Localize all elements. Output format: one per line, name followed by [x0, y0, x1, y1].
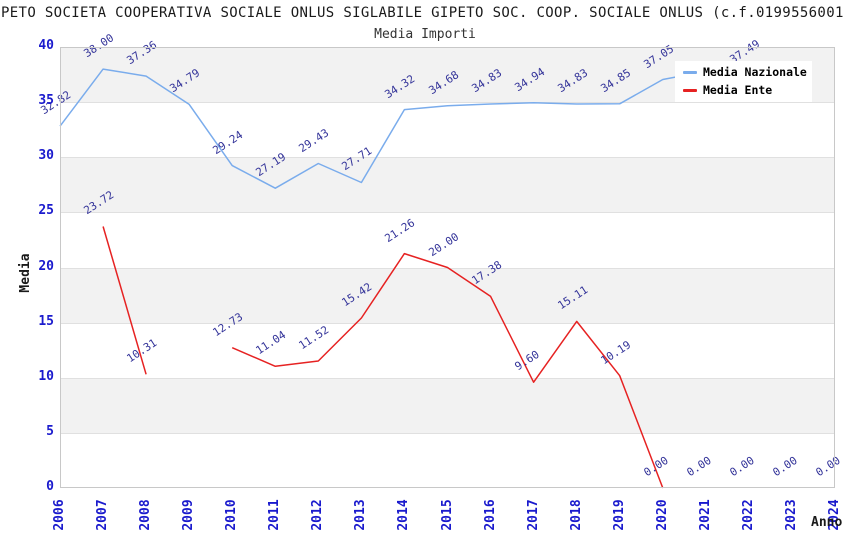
legend-item-label: Media Ente — [703, 83, 773, 97]
x-tick-label: 2022 — [740, 499, 756, 531]
y-tick-label: 15 — [38, 313, 54, 329]
x-tick-label: 2013 — [353, 499, 369, 531]
gridline — [61, 102, 834, 103]
grid-band — [61, 377, 834, 433]
y-tick-label: 40 — [38, 38, 54, 53]
x-axis-title: Anno — [811, 515, 843, 530]
x-tick-label: 2023 — [783, 499, 799, 531]
gridline — [61, 433, 834, 434]
legend: Media Nazionale Media Ente — [675, 61, 812, 102]
y-tick-label: 0 — [46, 479, 54, 494]
chart-supertitle: PETO SOCIETA COOPERATIVA SOCIALE ONLUS S… — [1, 5, 844, 21]
x-tick-label: 2019 — [611, 499, 627, 531]
x-tick-label: 2007 — [95, 499, 111, 531]
legend-swatch-icon — [683, 71, 697, 74]
x-tick-label: 2006 — [52, 499, 67, 531]
x-tick-label: 2018 — [568, 499, 584, 531]
legend-swatch-icon — [683, 89, 697, 92]
legend-item: Media Nazionale — [675, 63, 812, 81]
y-tick-label: 20 — [38, 258, 54, 274]
y-tick-label: 25 — [38, 203, 54, 219]
series-line-media-ente — [231, 252, 664, 489]
x-tick-label: 2011 — [267, 499, 283, 531]
series-line-media-nazionale — [59, 68, 749, 189]
legend-item-label: Media Nazionale — [703, 65, 807, 79]
x-tick-label: 2012 — [310, 499, 326, 531]
gridline — [61, 157, 834, 158]
x-tick-label: 2008 — [138, 499, 154, 531]
chart-title: Media Importi — [374, 27, 476, 42]
y-tick-label: 35 — [38, 93, 54, 109]
grid-band — [61, 267, 834, 323]
x-tick-label: 2015 — [439, 499, 455, 531]
gridline — [61, 378, 834, 379]
x-tick-label: 2014 — [396, 499, 412, 531]
x-tick-label: 2021 — [697, 499, 713, 531]
x-tick-label: 2017 — [525, 499, 541, 531]
x-tick-label: 2010 — [224, 499, 240, 531]
y-tick-label: 10 — [38, 368, 54, 384]
gridline — [61, 323, 834, 324]
gridline — [61, 212, 834, 213]
x-tick-label: 2020 — [654, 499, 670, 531]
y-tick-label: 30 — [38, 148, 54, 164]
grid-band — [61, 157, 834, 213]
y-axis-title: Media — [18, 253, 33, 293]
gridline — [61, 268, 834, 269]
y-tick-label: 5 — [46, 423, 54, 439]
x-tick-label: 2016 — [482, 499, 498, 531]
series-line-media-ente — [102, 226, 147, 375]
x-tick-label: 2009 — [181, 499, 197, 531]
legend-item: Media Ente — [675, 81, 812, 99]
